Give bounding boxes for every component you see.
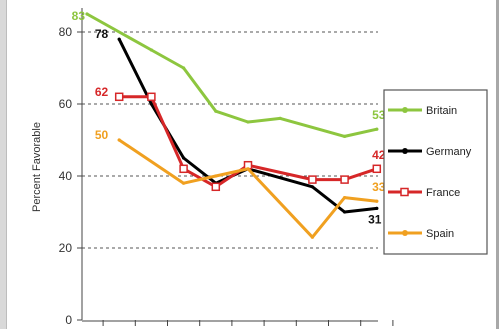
data-point-france [372,164,382,174]
series-line-spain [117,138,379,239]
data-point-france [114,92,124,102]
data-point-spain [182,181,186,185]
right-border [496,0,499,329]
legend-marker-britain [402,107,408,113]
series-line-britain [85,12,379,138]
legend-marker-spain [402,230,408,236]
data-point-germany [310,185,314,189]
data-point-france [211,182,221,192]
data-point-france [179,164,188,174]
data-label-britain: 53 [372,108,386,122]
data-point-britain [278,116,282,120]
data-label-france: 42 [372,148,386,162]
data-point-france [308,175,317,184]
data-point-britain [182,66,186,70]
data-label-spain: 50 [95,128,109,142]
data-point-britain [246,120,250,124]
legend-box [383,89,488,255]
data-point-france [340,175,349,184]
legend-marker-germany [402,148,408,154]
data-point-spain [343,196,347,200]
data-label-spain: 33 [372,180,386,194]
legend-marker-france [400,187,409,197]
data-point-britain [375,127,379,131]
data-point-germany [375,206,379,210]
data-label-germany: 78 [95,27,109,41]
data-point-spain [310,235,314,239]
data-label-france: 62 [95,85,109,99]
data-point-spain [117,138,121,142]
data-point-germany [182,156,186,160]
series-line-france [117,95,379,189]
legend-label-spain: Spain [426,228,454,240]
data-point-spain [375,199,379,203]
legend-label-britain: Britain [426,105,457,117]
y-tick-label-20: 20 [59,241,73,255]
data-point-britain [85,12,89,16]
data-point-germany [343,210,347,214]
y-tick-label-40: 40 [59,169,73,183]
y-axis-title: Percent Favorable [31,122,43,212]
data-point-france [147,92,156,102]
data-point-spain [246,167,250,171]
data-label-germany: 31 [368,212,382,226]
left-border [0,0,6,329]
data-point-germany [149,102,153,106]
series-line-germany [117,37,379,214]
data-point-britain [343,134,347,138]
y-tick-label-80: 80 [59,25,73,39]
y-tick-label-0: 0 [65,313,72,327]
data-point-spain [214,174,218,178]
legend-label-germany: Germany [426,146,472,158]
data-label-britain: 83 [72,9,86,23]
data-point-britain [214,109,218,113]
legend-label-france: France [426,187,460,199]
left-border-line [6,0,7,329]
data-point-britain [149,48,153,52]
data-point-germany [117,37,121,41]
y-tick-label-60: 60 [59,97,73,111]
